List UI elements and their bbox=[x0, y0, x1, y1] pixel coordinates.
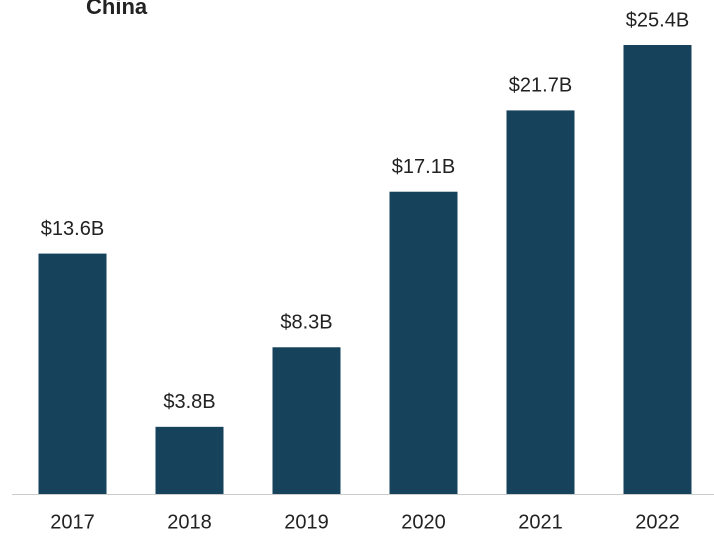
x-tick-label: 2017 bbox=[50, 511, 95, 533]
value-label: $8.3B bbox=[280, 312, 332, 334]
bar bbox=[623, 45, 692, 494]
value-label: $17.1B bbox=[392, 156, 455, 178]
value-label: $13.6B bbox=[41, 218, 104, 240]
value-label: $25.4B bbox=[626, 9, 689, 31]
bar bbox=[155, 426, 224, 494]
x-tick-label: 2019 bbox=[284, 511, 329, 533]
value-label: $21.7B bbox=[509, 75, 572, 97]
bar bbox=[389, 191, 458, 495]
bar bbox=[506, 110, 575, 494]
bar bbox=[38, 253, 107, 494]
x-tick-label: 2020 bbox=[401, 511, 446, 533]
value-label: $3.8B bbox=[163, 391, 215, 413]
x-tick-label: 2022 bbox=[635, 511, 680, 533]
x-tick-label: 2021 bbox=[518, 511, 563, 533]
x-tick-label: 2018 bbox=[167, 511, 212, 533]
chart-title: China bbox=[86, 0, 148, 19]
bar bbox=[272, 347, 341, 494]
